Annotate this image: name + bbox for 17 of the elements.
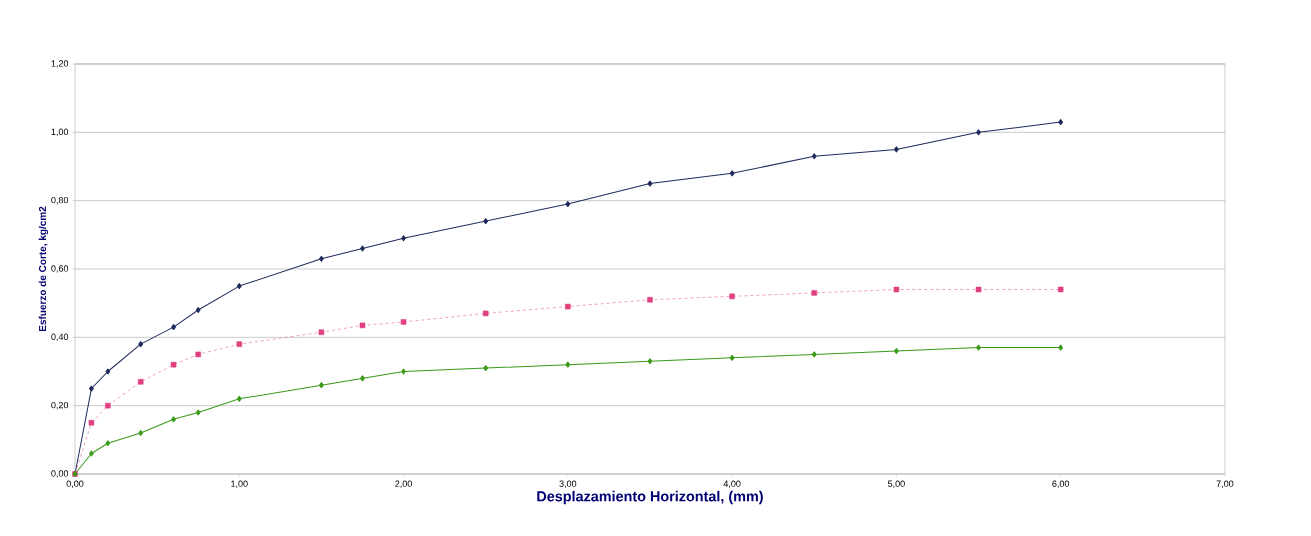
x-tick-label: 7,00 [1216,480,1234,488]
y-tick-label: 1,00 [51,128,69,137]
x-tick-label: 2,00 [395,480,412,488]
x-tick-label: 0,00 [66,480,84,488]
x-tick-label: 3,00 [559,480,577,488]
y-tick-label: 0,20 [51,401,69,410]
y-axis-title: Esfuerzo de Corte, kg/cm2 [38,206,49,332]
x-tick-label: 5,00 [887,480,905,488]
y-tick-label: 0,80 [51,196,69,205]
x-tick-label: 1,00 [231,480,248,488]
y-tick-label: 0,40 [51,333,69,342]
x-tick-label: 6,00 [1052,480,1070,488]
x-tick-label: 4,00 [723,480,741,488]
x-axis-title: Desplazamiento Horizontal, (mm) [537,490,763,505]
y-tick-label: 1,20 [51,60,69,68]
y-tick-label: 0,60 [51,265,69,273]
y-tick-label: 0,00 [51,470,69,478]
